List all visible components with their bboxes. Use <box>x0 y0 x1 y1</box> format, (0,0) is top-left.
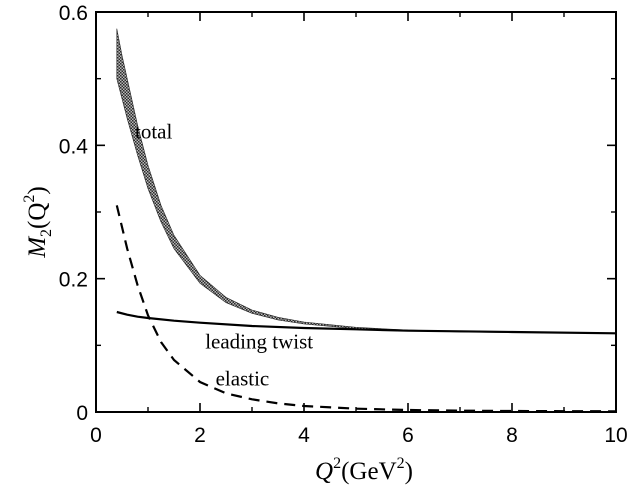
y-tick-label: 0.2 <box>59 269 88 292</box>
x-axis-title-main: Q <box>315 458 333 485</box>
x-tick-label: 4 <box>298 424 310 447</box>
x-tick-label: 2 <box>194 424 206 447</box>
x-tick-label: 6 <box>402 424 414 447</box>
annotation-layer: total leading twist elastic <box>135 120 313 391</box>
plot-frame <box>95 11 617 413</box>
x-axis-title-unit-close: ) <box>405 458 413 485</box>
curve-annotation: leading twist <box>205 330 313 354</box>
y-axis-title-main: M <box>24 236 51 259</box>
y-axis-title-arg-close: ) <box>24 186 51 194</box>
x-axis-title-unit-sup: 2 <box>397 455 405 472</box>
label-layer: 0 2 4 6 8 10 0 0.2 0.4 0.6 <box>59 2 628 447</box>
x-axis-title-unit: (GeV <box>341 458 397 485</box>
y-axis-title-arg: (Q <box>24 203 51 229</box>
curve-annotation: elastic <box>216 366 270 390</box>
x-tick-label: 10 <box>604 424 627 447</box>
total-band <box>116 28 513 333</box>
leading-twist-curve <box>116 310 617 335</box>
y-axis-title: M2(Q2) <box>21 186 55 259</box>
y-tick-label: 0.6 <box>59 2 88 25</box>
y-axis-title-sub: 2 <box>38 229 55 237</box>
y-tick-label: 0.4 <box>59 135 89 158</box>
x-tick-label: 8 <box>506 424 518 447</box>
curve-annotation: total <box>135 120 172 144</box>
series-layer <box>115 28 617 413</box>
y-tick-label: 0 <box>76 402 88 425</box>
y-axis-title-arg-sup: 2 <box>21 195 38 203</box>
x-axis-title-sup: 2 <box>333 455 341 472</box>
x-tick-label: 0 <box>90 424 102 447</box>
tick-layer <box>95 11 617 413</box>
x-axis-title: Q2(GeV2) <box>315 455 413 485</box>
elastic-curve <box>115 205 617 413</box>
